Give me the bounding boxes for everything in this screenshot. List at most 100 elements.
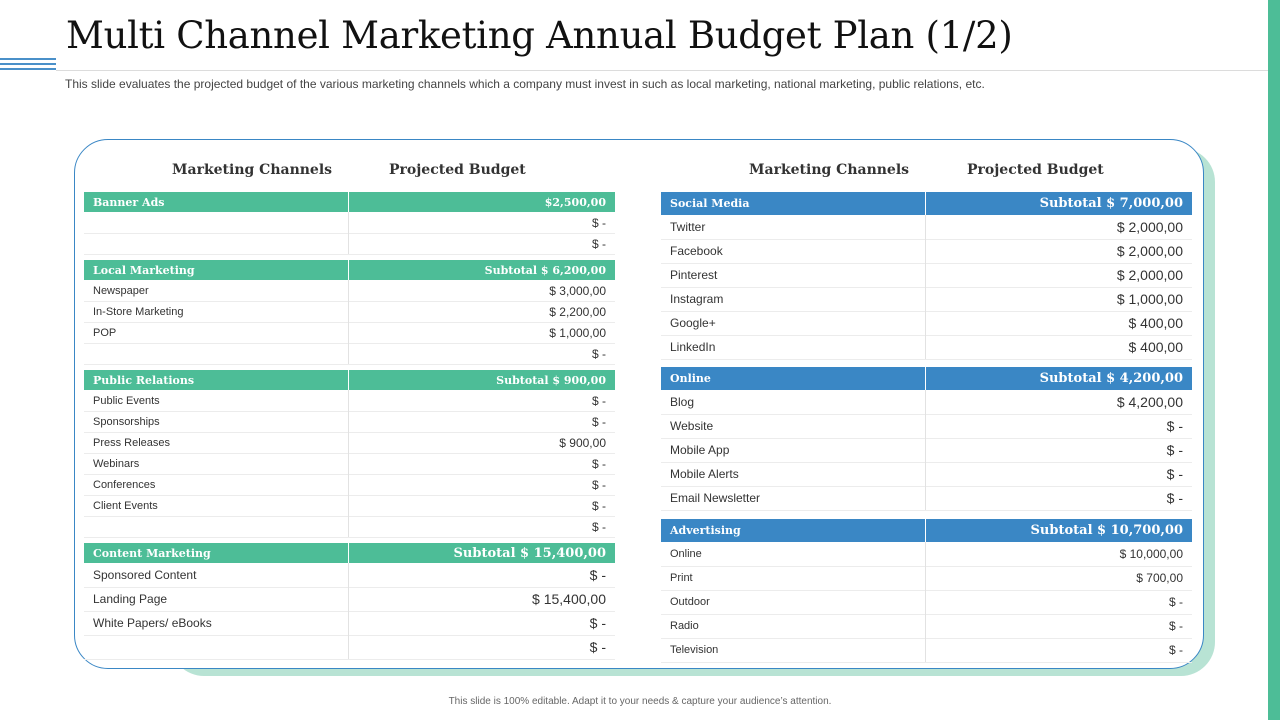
- channel-name: Facebook: [661, 239, 926, 263]
- budget-value: $ 700,00: [1136, 571, 1183, 585]
- budget-value: $ -: [1168, 643, 1183, 657]
- budget-value: $ 2,000,00: [1116, 219, 1183, 235]
- table-row: Press Releases $ 900,00: [84, 432, 615, 454]
- budget-value: $ 2,200,00: [549, 304, 606, 319]
- budget-value: $ 900,00: [559, 435, 606, 450]
- budget-value: $ -: [591, 519, 606, 534]
- table-row: $ -: [84, 343, 615, 365]
- page-title: Multi Channel Marketing Annual Budget Pl…: [66, 14, 1013, 57]
- table-row: Online $ 10,000,00: [661, 542, 1192, 567]
- section-subtotal: Subtotal $ 900,00: [496, 373, 606, 387]
- channel-name: Conferences: [84, 474, 349, 495]
- budget-value: $ -: [589, 567, 606, 583]
- budget-value: $ -: [1166, 418, 1183, 434]
- decorative-lines: [0, 58, 56, 73]
- channel-name: Blog: [661, 390, 926, 414]
- channel-name: Landing Page: [84, 587, 349, 611]
- budget-value: $ -: [591, 215, 606, 230]
- table-row: $ -: [84, 635, 615, 660]
- budget-value: $ -: [1168, 595, 1183, 609]
- channel-name: [84, 516, 349, 537]
- section-name: Social Media: [661, 192, 926, 215]
- budget-value: $ 1,000,00: [1116, 291, 1183, 307]
- channel-name: Pinterest: [661, 263, 926, 287]
- table-row: Outdoor $ -: [661, 590, 1192, 615]
- table-row: Twitter $ 2,000,00: [661, 215, 1192, 240]
- section-header-social-media: Social Media Subtotal $ 7,000,00: [661, 192, 1192, 215]
- table-row: Instagram $ 1,000,00: [661, 287, 1192, 312]
- channel-name: Email Newsletter: [661, 486, 926, 510]
- channel-name: [84, 212, 349, 233]
- section-subtotal: Subtotal $ 4,200,00: [1039, 371, 1183, 386]
- table-row: Google+ $ 400,00: [661, 311, 1192, 336]
- section-header-banner-ads: Banner Ads $2,500,00: [84, 192, 615, 212]
- table-row: Mobile App $ -: [661, 438, 1192, 463]
- channel-name: Mobile Alerts: [661, 462, 926, 486]
- channel-name: Press Releases: [84, 432, 349, 453]
- section-subtotal: Subtotal $ 15,400,00: [453, 545, 606, 561]
- section-header-public-relations: Public Relations Subtotal $ 900,00: [84, 370, 615, 390]
- channel-name: LinkedIn: [661, 335, 926, 359]
- table-row: Email Newsletter $ -: [661, 486, 1192, 511]
- budget-value: $ -: [1166, 442, 1183, 458]
- table-row: POP $ 1,000,00: [84, 322, 615, 344]
- channel-name: POP: [84, 322, 349, 343]
- channel-name: Public Events: [84, 390, 349, 411]
- channel-name: Print: [661, 566, 926, 590]
- budget-value: $ -: [591, 393, 606, 408]
- channel-name: Newspaper: [84, 280, 349, 301]
- budget-value: $ -: [591, 456, 606, 471]
- channel-name: Google+: [661, 311, 926, 335]
- slide-footer: This slide is 100% editable. Adapt it to…: [448, 696, 832, 707]
- section-header-advertising: Advertising Subtotal $ 10,700,00: [661, 519, 1192, 542]
- table-row: Sponsorships $ -: [84, 411, 615, 433]
- budget-value: $ 400,00: [1128, 315, 1184, 331]
- section-subtotal: Subtotal $ 6,200,00: [484, 263, 606, 277]
- table-row: In-Store Marketing $ 2,200,00: [84, 301, 615, 323]
- table-row: Mobile Alerts $ -: [661, 462, 1192, 487]
- channel-name: In-Store Marketing: [84, 301, 349, 322]
- table-row: $ -: [84, 516, 615, 538]
- channel-name: Twitter: [661, 215, 926, 239]
- budget-value: $ -: [589, 639, 606, 655]
- table-row: Public Events $ -: [84, 390, 615, 412]
- table-row: Pinterest $ 2,000,00: [661, 263, 1192, 288]
- budget-value: $ -: [591, 477, 606, 492]
- table-header: Marketing Channels Projected Budget: [84, 160, 615, 184]
- table-row: Landing Page $ 15,400,00: [84, 587, 615, 612]
- table-row: Blog $ 4,200,00: [661, 390, 1192, 415]
- budget-value: $ -: [589, 615, 606, 631]
- table-row: Print $ 700,00: [661, 566, 1192, 591]
- table-row: Television $ -: [661, 638, 1192, 663]
- channel-name: Mobile App: [661, 438, 926, 462]
- budget-value: $ -: [591, 498, 606, 513]
- section-subtotal: Subtotal $ 10,700,00: [1030, 523, 1183, 538]
- channel-name: [84, 635, 349, 659]
- channel-name: [84, 343, 349, 364]
- col-header-channels: Marketing Channels: [172, 162, 333, 178]
- table-row: Webinars $ -: [84, 453, 615, 475]
- channel-name: Webinars: [84, 453, 349, 474]
- channel-name: White Papers/ eBooks: [84, 611, 349, 635]
- budget-value: $ 400,00: [1128, 339, 1184, 355]
- table-row: Client Events $ -: [84, 495, 615, 517]
- table-row: Facebook $ 2,000,00: [661, 239, 1192, 264]
- budget-value: $ -: [1166, 466, 1183, 482]
- col-header-budget: Projected Budget: [967, 162, 1104, 178]
- channel-name: Outdoor: [661, 590, 926, 614]
- channel-name: Radio: [661, 614, 926, 638]
- channel-name: Client Events: [84, 495, 349, 516]
- budget-value: $ -: [1166, 490, 1183, 506]
- section-header-content-marketing: Content Marketing Subtotal $ 15,400,00: [84, 543, 615, 563]
- table-row: Newspaper $ 3,000,00: [84, 280, 615, 302]
- table-row: $ -: [84, 212, 615, 234]
- table-row: $ -: [84, 233, 615, 255]
- accent-bar: [1268, 0, 1280, 720]
- channel-name: Online: [661, 542, 926, 566]
- section-name: Online: [661, 367, 926, 390]
- table-row: Sponsored Content $ -: [84, 563, 615, 588]
- table-row: Radio $ -: [661, 614, 1192, 639]
- budget-value: $ 3,000,00: [549, 283, 606, 298]
- budget-value: $ 15,400,00: [532, 591, 606, 607]
- budget-value: $ -: [1168, 619, 1183, 633]
